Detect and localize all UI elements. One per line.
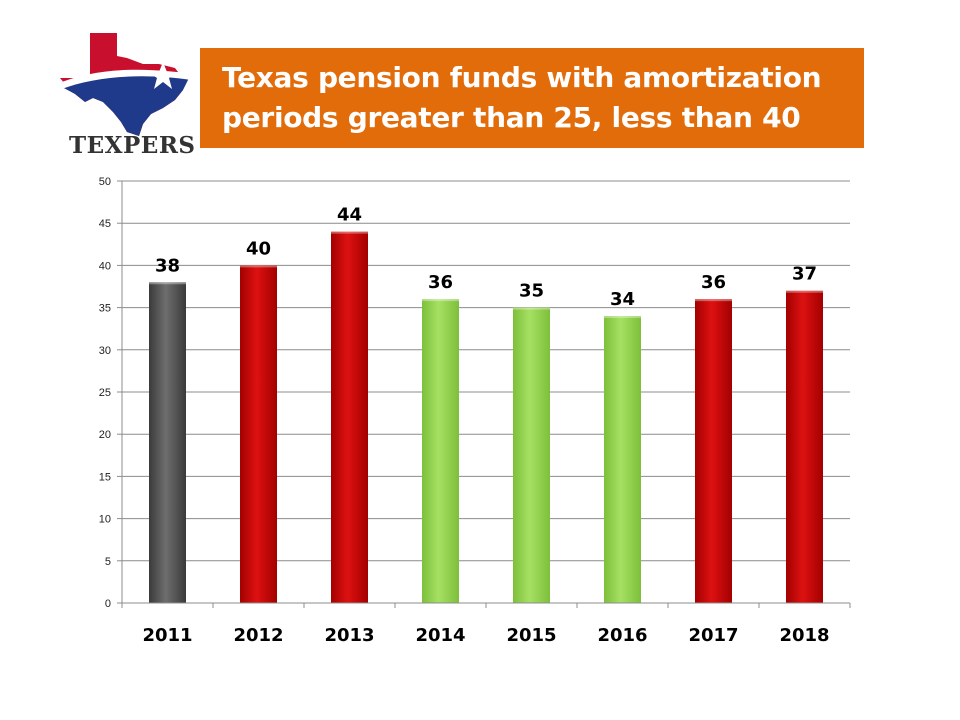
value-label-2018: 37	[792, 264, 817, 285]
category-label-2011: 2011	[142, 625, 192, 646]
bar-2014	[422, 299, 459, 603]
labels: 0 5 10 15 20 25 30 35 40 45 50 38 2011 40 2012 44 2013 36…	[99, 176, 830, 646]
bar-2011	[149, 282, 186, 603]
title-line-2: periods greater than 25, less than 40	[222, 101, 801, 134]
bar-2018	[786, 290, 823, 603]
bar-highlight	[513, 307, 550, 310]
y-tick-label: 15	[99, 471, 111, 483]
y-tick-label: 25	[99, 387, 111, 399]
category-label-2012: 2012	[233, 625, 283, 646]
value-label-2016: 34	[610, 289, 635, 310]
bar-highlight	[604, 316, 641, 319]
bar-2012	[240, 265, 277, 603]
bar-highlight	[331, 231, 368, 234]
texpers-logo: TEXPERS	[55, 28, 195, 163]
y-tick-label: 30	[99, 345, 111, 357]
bar-highlight	[695, 299, 732, 302]
value-label-2017: 36	[701, 272, 726, 293]
y-tick-label: 20	[99, 429, 111, 441]
bar-2013	[331, 231, 368, 603]
category-label-2018: 2018	[779, 625, 829, 646]
category-label-2015: 2015	[506, 625, 556, 646]
value-label-2012: 40	[246, 238, 271, 259]
bar-2016	[604, 316, 641, 603]
bar-2015	[513, 307, 550, 603]
value-label-2011: 38	[155, 255, 180, 276]
category-label-2016: 2016	[597, 625, 647, 646]
y-tick-label: 40	[99, 260, 111, 272]
grid-lines	[122, 180, 850, 562]
star-icon	[148, 62, 178, 89]
value-label-2014: 36	[428, 272, 453, 293]
title-banner: Texas pension funds with amortization pe…	[200, 48, 864, 148]
y-tick-label: 35	[99, 303, 111, 315]
texas-blue-band	[60, 72, 189, 136]
bar-highlight	[422, 299, 459, 302]
y-tick-label: 50	[99, 176, 111, 188]
category-label-2013: 2013	[324, 625, 374, 646]
texas-map-icon	[57, 33, 193, 136]
value-label-2013: 44	[337, 205, 362, 226]
axes	[117, 180, 851, 608]
bars	[149, 231, 823, 603]
logo-wordmark: TEXPERS	[69, 132, 196, 159]
title-line-1: Texas pension funds with amortization	[222, 61, 822, 94]
category-label-2014: 2014	[415, 625, 465, 646]
y-tick-label: 5	[105, 556, 111, 568]
value-label-2015: 35	[519, 281, 544, 302]
category-label-2017: 2017	[688, 625, 738, 646]
bar-highlight	[786, 290, 823, 293]
bar-highlight	[240, 265, 277, 268]
bar-2017	[695, 299, 732, 603]
y-tick-label: 0	[105, 598, 111, 610]
y-tick-label: 10	[99, 514, 111, 526]
bar-highlight	[149, 282, 186, 285]
y-tick-label: 45	[99, 218, 111, 230]
